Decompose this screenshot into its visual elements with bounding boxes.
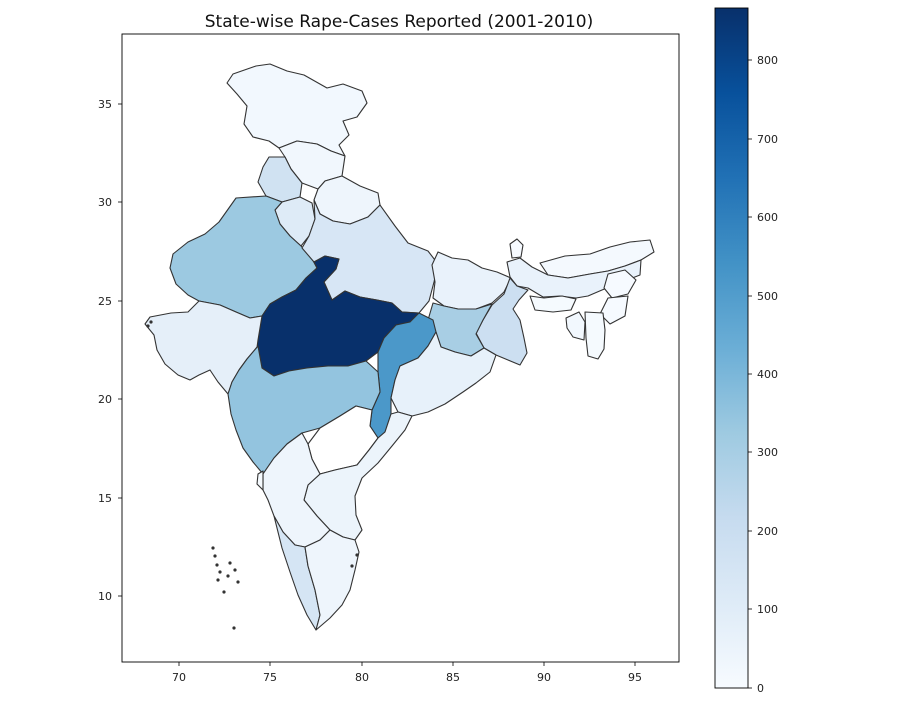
state-region: Maharashtra <box>227 345 381 475</box>
y-tick-label: 30 <box>98 196 112 209</box>
y-tick: 20 <box>98 393 122 406</box>
x-tick: 95 <box>628 662 642 684</box>
colorbar-tick: 600 <box>748 211 778 224</box>
y-tick: 35 <box>98 98 122 111</box>
y-axis: 10 15 20 25 30 35 <box>98 98 122 603</box>
x-axis: 70 75 80 85 90 95 <box>172 662 642 684</box>
island-marker <box>146 324 150 328</box>
y-tick-label: 35 <box>98 98 112 111</box>
colorbar-tick-label: 100 <box>757 603 778 616</box>
state-region: Manipur <box>599 295 629 325</box>
island-marker <box>216 578 220 582</box>
state-region: Meghalaya <box>529 295 577 313</box>
x-tick-label: 90 <box>537 671 551 684</box>
y-tick: 15 <box>98 492 122 505</box>
x-tick-label: 80 <box>355 671 369 684</box>
island-marker <box>211 546 215 550</box>
x-tick-label: 75 <box>263 671 277 684</box>
colorbar-tick-label: 600 <box>757 211 778 224</box>
state-region: Odisha <box>390 331 497 417</box>
state-region: Nagaland <box>603 269 637 299</box>
colorbar-tick: 100 <box>748 603 778 616</box>
colorbar-ticks: 0 100 200 300 400 500 600 700 800 <box>748 54 778 695</box>
island-marker <box>236 580 240 584</box>
island-marker <box>233 568 237 572</box>
state-region: Sikkim <box>509 238 524 259</box>
colorbar-tick: 500 <box>748 290 778 303</box>
x-tick: 85 <box>446 662 460 684</box>
y-tick: 10 <box>98 590 122 603</box>
y-tick-label: 20 <box>98 393 112 406</box>
colorbar-tick-label: 400 <box>757 368 778 381</box>
colorbar-tick-label: 300 <box>757 446 778 459</box>
x-tick: 80 <box>355 662 369 684</box>
state-region: Bihar <box>431 251 512 310</box>
island-marker <box>215 563 219 567</box>
colorbar-tick: 800 <box>748 54 778 67</box>
x-tick: 70 <box>172 662 186 684</box>
colorbar-tick-label: 0 <box>757 682 764 695</box>
colorbar-tick: 200 <box>748 525 778 538</box>
x-tick-label: 85 <box>446 671 460 684</box>
colorbar-tick-label: 500 <box>757 290 778 303</box>
map-axes: Jammu & KashmirHimachal PradeshPunjabHar… <box>98 33 680 684</box>
state-region: Jammu & Kashmir <box>226 63 368 157</box>
x-tick: 90 <box>537 662 551 684</box>
y-tick-label: 25 <box>98 295 112 308</box>
colorbar-gradient <box>714 7 749 689</box>
colorbar-tick: 700 <box>748 133 778 146</box>
colorbar-tick: 0 <box>748 682 764 695</box>
state-region: Tripura <box>565 311 586 341</box>
island-marker <box>228 561 232 565</box>
y-tick: 25 <box>98 295 122 308</box>
colorbar-tick: 400 <box>748 368 778 381</box>
y-tick-label: 10 <box>98 590 112 603</box>
map-layer: Jammu & KashmirHimachal PradeshPunjabHar… <box>144 63 655 631</box>
island-marker <box>350 564 354 568</box>
colorbar-tick-label: 200 <box>757 525 778 538</box>
state-region: Mizoram <box>584 311 606 360</box>
y-tick: 30 <box>98 196 122 209</box>
colorbar-tick-label: 700 <box>757 133 778 146</box>
island-marker <box>226 574 230 578</box>
y-tick-label: 15 <box>98 492 112 505</box>
state-region: Tamil Nadu <box>304 529 360 631</box>
colorbar: 0 100 200 300 400 500 600 700 800 <box>714 7 778 695</box>
state-region: Goa <box>256 470 264 491</box>
island-marker <box>232 626 236 630</box>
colorbar-tick-label: 800 <box>757 54 778 67</box>
colorbar-tick: 300 <box>748 446 778 459</box>
island-marker <box>213 554 217 558</box>
island-marker <box>218 570 222 574</box>
x-tick-label: 95 <box>628 671 642 684</box>
chart-title: State-wise Rape-Cases Reported (2001-201… <box>205 12 594 32</box>
island-marker <box>222 590 226 594</box>
island-marker <box>149 320 153 324</box>
island-marker <box>355 553 359 557</box>
x-tick-label: 70 <box>172 671 186 684</box>
x-tick: 75 <box>263 662 277 684</box>
